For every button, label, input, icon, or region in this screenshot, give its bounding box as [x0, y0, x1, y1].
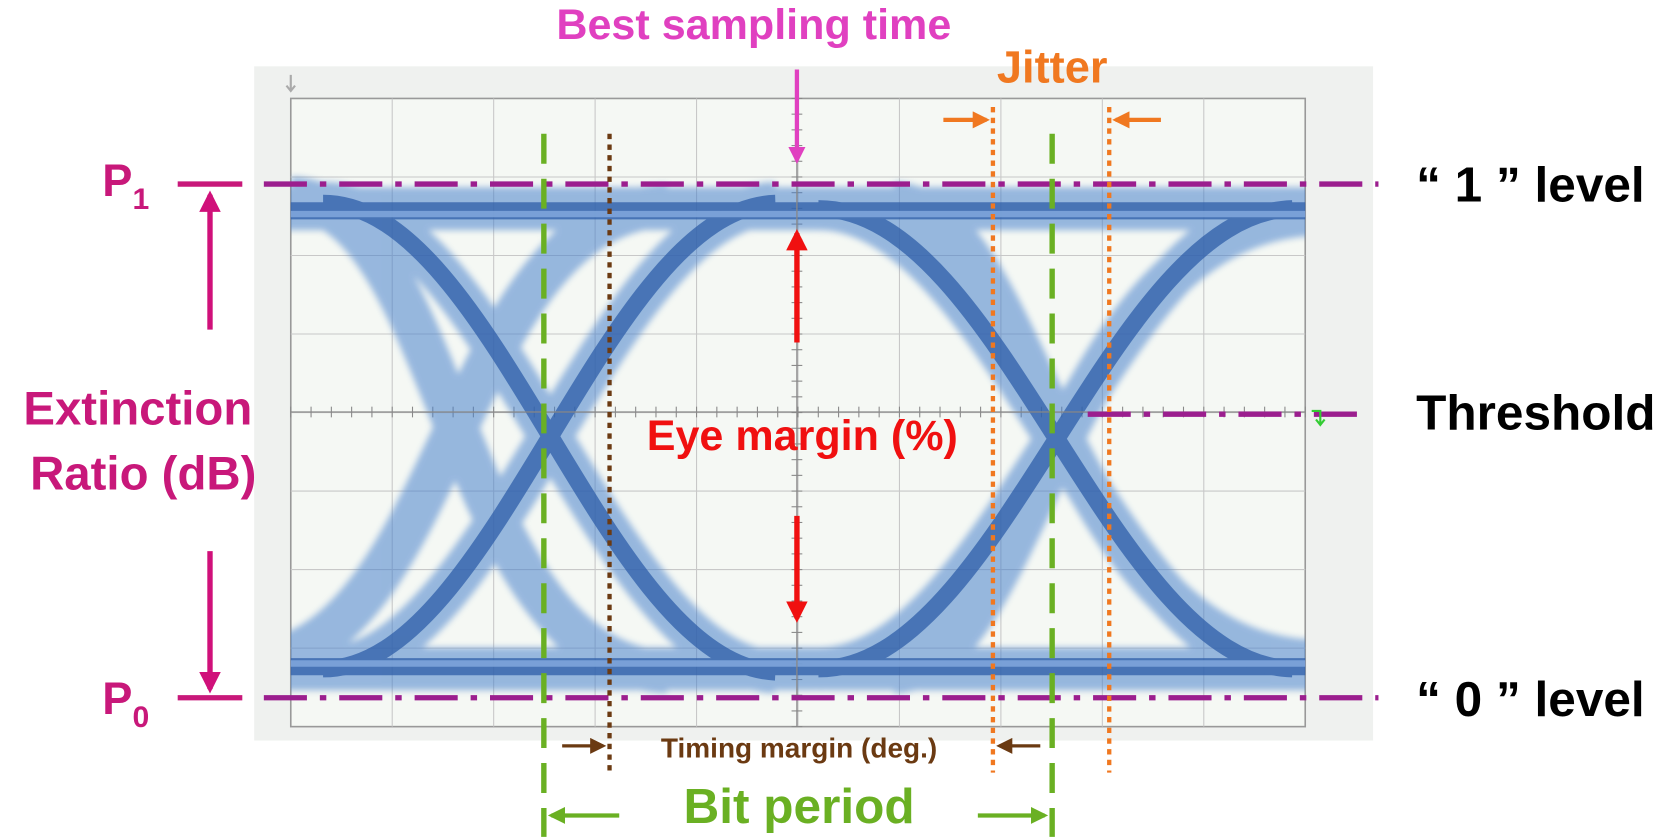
page: {"annotations": {"best_sampling_time": "…	[0, 0, 1680, 839]
p0-subscript: 0	[132, 701, 149, 734]
p1-symbol: P	[102, 155, 132, 206]
one-level-label: “ 1 ” level	[1416, 157, 1645, 212]
p1-subscript: 1	[132, 183, 149, 216]
eye-diagram: Best sampling time Jitter Eye margin (%)…	[0, 0, 1680, 839]
zero-level-label: “ 0 ” level	[1416, 672, 1645, 727]
timing-margin-label: Timing margin (deg.)	[661, 733, 937, 764]
best-sampling-label: Best sampling time	[556, 1, 951, 49]
p0-label: P0	[102, 673, 149, 734]
p1-label: P1	[102, 155, 149, 216]
p0-symbol: P	[102, 673, 132, 724]
bit-period-label: Bit period	[684, 779, 915, 834]
threshold-label: Threshold	[1416, 385, 1655, 440]
extinction-line-2: Ratio (dB)	[30, 448, 256, 501]
jitter-label: Jitter	[997, 42, 1108, 93]
eye-margin-label: Eye margin (%)	[647, 412, 958, 460]
extinction-line-1: Extinction	[23, 383, 252, 436]
